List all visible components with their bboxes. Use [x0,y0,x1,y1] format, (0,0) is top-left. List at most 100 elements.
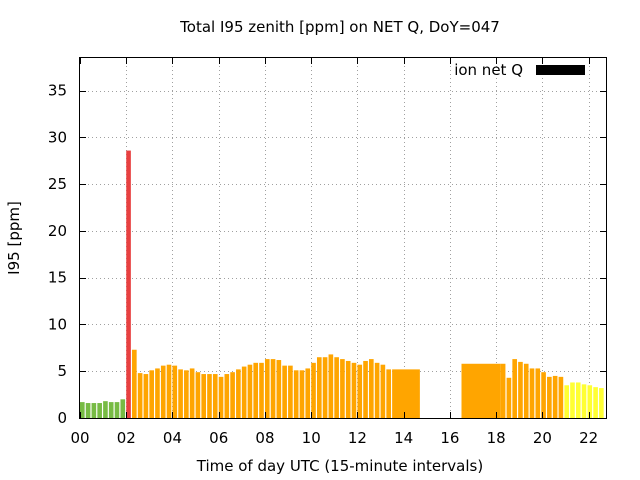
y-tick-label: 35 [48,82,67,100]
plot-frame [79,57,607,419]
bars [80,150,604,419]
chart-title: Total I95 zenith [ppm] on NET Q, DoY=047 [179,18,500,36]
x-tick-label: 08 [255,429,274,447]
bar [506,377,512,418]
x-tick-label: 10 [302,429,321,447]
y-tick-label: 10 [48,315,67,333]
bar [149,370,154,418]
bar [132,349,137,418]
bar [461,363,501,418]
bar [369,359,374,418]
bar [500,363,506,418]
x-tick-label: 12 [348,429,367,447]
legend-swatch [536,65,585,75]
bar [535,368,541,418]
bar [160,365,166,418]
bar [547,376,552,418]
bar [316,357,322,418]
bar [288,365,293,418]
bar [189,368,195,418]
bar [518,361,523,418]
y-tick-label: 15 [48,269,67,287]
bar [322,357,328,418]
bar [259,362,264,418]
bar [558,376,564,418]
bar [351,362,357,418]
bar [386,369,391,418]
bar [212,374,218,418]
y-tick-label: 25 [48,175,67,193]
bar [328,354,334,418]
bar [380,364,386,418]
bar [195,372,201,418]
bar [575,382,581,418]
bar [224,374,230,418]
bar [334,357,339,418]
bar [253,362,259,418]
bar [114,402,120,418]
x-tick-label: 20 [533,429,552,447]
bar [137,373,143,418]
bar [97,403,102,418]
bar [293,370,299,418]
bar [587,385,593,418]
bar [120,399,126,418]
bar [241,366,247,418]
bar [512,359,517,418]
x-tick-label: 02 [117,429,136,447]
bar [299,370,305,418]
x-tick-label: 18 [487,429,506,447]
bar [282,365,287,418]
bar [357,364,363,418]
bar [523,363,529,418]
bar [541,372,546,418]
bar [392,369,420,418]
axis-ticks [80,58,606,419]
x-tick-labels: 00 02 04 06 08 10 12 14 16 18 20 22 [70,429,598,447]
bar [80,402,85,418]
bar [166,364,172,418]
x-tick-label: 14 [394,429,413,447]
x-tick-label: 22 [579,429,598,447]
bar [103,401,108,418]
grid-lines [80,58,606,418]
bar [529,368,535,418]
x-tick-label: 04 [163,429,182,447]
bar [264,359,270,418]
bar [276,360,282,418]
bar [247,364,253,418]
bar [305,368,311,418]
bar [552,375,558,418]
bar [570,382,575,418]
y-tick-label: 30 [48,128,67,146]
y-tick-label: 20 [48,222,67,240]
bar [218,376,224,418]
bar [340,359,345,418]
bar [236,369,241,418]
bar [108,402,114,418]
legend: ion net Q [454,61,585,79]
bar [270,359,276,418]
bar [230,372,235,418]
y-axis-label: I95 [ppm] [5,201,23,275]
bar [311,362,316,418]
x-tick-label: 16 [440,429,459,447]
bar [599,388,604,418]
bar [363,360,368,418]
y-tick-labels: 0 5 10 15 20 25 30 35 [48,82,67,427]
bar [91,403,97,418]
bar [172,365,178,418]
y-tick-label: 0 [57,409,67,427]
bar [155,368,160,418]
x-tick-label: 00 [70,429,89,447]
bar [184,370,189,418]
x-axis-label: Time of day UTC (15-minute intervals) [196,457,483,475]
bar [581,384,587,418]
bar [374,362,380,418]
bar [143,374,149,418]
bar [85,403,91,418]
bar [126,150,131,419]
bar [593,387,598,418]
x-tick-label: 06 [209,429,228,447]
